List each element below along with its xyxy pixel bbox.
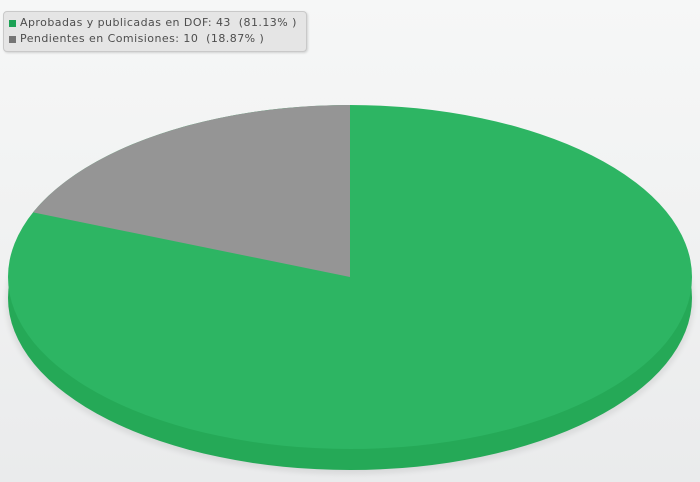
legend-marker-aprobadas-icon — [9, 19, 16, 27]
legend-marker-pendientes-icon — [9, 35, 16, 43]
legend-label-pendientes: Pendientes en Comisiones: 10 (18.87% ) — [20, 32, 265, 45]
pie-slice-pendientes[interactable] — [33, 105, 351, 277]
legend-box: Aprobadas y publicadas en DOF: 43 (81.13… — [3, 11, 307, 52]
legend-label-aprobadas: Aprobadas y publicadas en DOF: 43 (81.13… — [20, 16, 297, 29]
legend-item-pendientes[interactable]: Pendientes en Comisiones: 10 (18.87% ) — [8, 31, 297, 47]
legend-item-aprobadas[interactable]: Aprobadas y publicadas en DOF: 43 (81.13… — [8, 15, 297, 31]
